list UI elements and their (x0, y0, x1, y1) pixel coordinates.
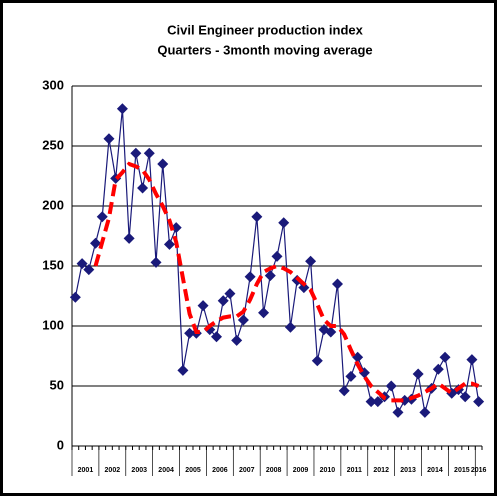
marker (459, 391, 471, 403)
y-tick-label: 300 (42, 77, 64, 92)
marker (123, 232, 135, 244)
year-label: 2001 (78, 467, 94, 474)
marker (157, 158, 169, 170)
marker (90, 237, 102, 249)
marker (237, 314, 249, 326)
marker (76, 258, 88, 270)
year-label: 2003 (131, 467, 147, 474)
marker (211, 331, 223, 343)
year-label: 2013 (400, 467, 416, 474)
y-tick-label: 150 (42, 257, 64, 272)
marker (137, 182, 149, 194)
marker (103, 133, 115, 145)
y-tick-label: 50 (50, 377, 64, 392)
marker (278, 217, 290, 229)
marker (143, 147, 155, 159)
marker (116, 103, 128, 115)
year-label: 2004 (158, 467, 174, 474)
year-label: 2016 (471, 467, 487, 474)
marker (473, 396, 485, 408)
marker (365, 396, 377, 408)
year-label: 2014 (427, 467, 443, 474)
marker (264, 270, 276, 282)
marker (412, 368, 424, 380)
chart-subtitle: Quarters - 3month moving average (157, 42, 372, 57)
marker (130, 147, 142, 159)
year-label: 2005 (185, 467, 201, 474)
marker (184, 327, 196, 339)
marker (271, 250, 283, 262)
year-label: 2007 (239, 467, 255, 474)
marker (217, 295, 229, 307)
year-label: 2011 (347, 467, 362, 474)
marker (432, 363, 444, 375)
marker (385, 380, 397, 392)
marker (96, 211, 108, 223)
marker (258, 307, 270, 319)
marker (197, 300, 209, 312)
marker (466, 354, 478, 366)
marker (224, 288, 236, 300)
year-label: 2008 (266, 467, 282, 474)
y-tick-label: 200 (42, 197, 64, 212)
marker (419, 406, 431, 418)
year-label: 2010 (320, 467, 336, 474)
marker (231, 334, 243, 346)
chart-title: Civil Engineer production index (167, 22, 364, 37)
marker (338, 385, 350, 397)
marker (399, 394, 411, 406)
marker (331, 278, 343, 290)
marker (244, 271, 256, 283)
year-label: 2015 (454, 467, 470, 474)
marker (345, 370, 357, 382)
marker (163, 238, 175, 250)
marker (305, 255, 317, 267)
y-tick-label: 250 (42, 137, 64, 152)
marker (150, 256, 162, 268)
y-tick-label: 0 (57, 437, 64, 452)
marker (311, 355, 323, 367)
marker (251, 211, 263, 223)
year-label: 2006 (212, 467, 228, 474)
marker (392, 406, 404, 418)
year-label: 2002 (105, 467, 121, 474)
marker (83, 264, 95, 276)
marker (177, 364, 189, 376)
marker (372, 396, 384, 408)
marker (69, 291, 81, 303)
marker (298, 282, 310, 294)
y-tick-label: 100 (42, 317, 64, 332)
marker (170, 222, 182, 234)
year-label: 2009 (293, 467, 309, 474)
marker (325, 326, 337, 338)
marker (439, 351, 451, 363)
average-line (93, 161, 480, 403)
marker (284, 321, 296, 333)
year-label: 2012 (373, 467, 389, 474)
